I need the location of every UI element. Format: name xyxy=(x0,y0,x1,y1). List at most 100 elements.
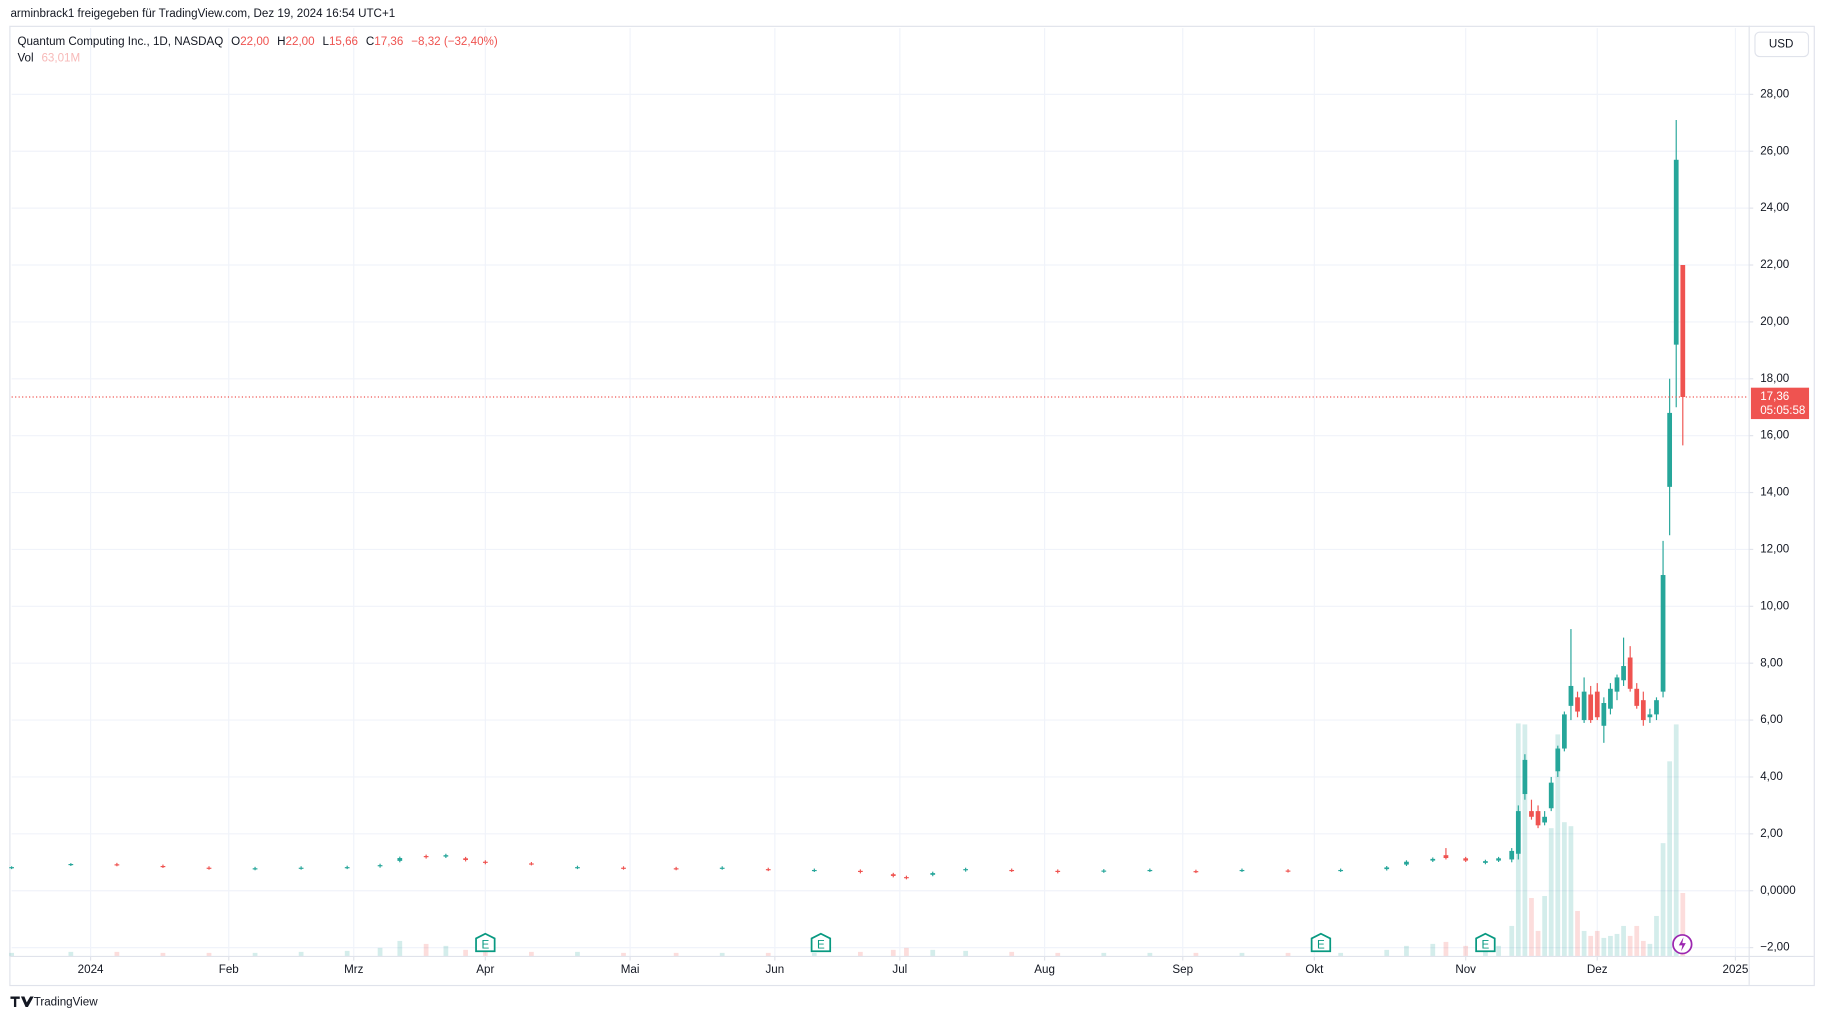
volume-bar xyxy=(1101,952,1107,956)
volume-bar xyxy=(252,952,258,956)
volume-bar xyxy=(719,952,725,956)
y-tick-label: 6,00 xyxy=(1760,713,1783,726)
volume-bar xyxy=(811,952,817,956)
change: −8,32 (−32,40%) xyxy=(411,35,498,48)
currency[interactable]: USD xyxy=(1769,37,1794,50)
h-label: H xyxy=(277,35,285,48)
volume-bar xyxy=(1009,951,1015,956)
candle-body xyxy=(1483,861,1488,863)
volume-bar xyxy=(1384,949,1390,956)
volume-bar xyxy=(1654,915,1659,956)
earnings-marker xyxy=(475,932,496,953)
volume-bar xyxy=(1055,952,1061,956)
volume-bar xyxy=(344,950,350,956)
x-tick-label: Nov xyxy=(1455,963,1476,976)
o-value: 22,00 xyxy=(240,35,269,48)
brand-logo xyxy=(10,996,34,1008)
y-tick-label: 10,00 xyxy=(1760,599,1789,612)
x-tick-label: 2025 xyxy=(1723,963,1749,976)
candle-body xyxy=(1239,869,1245,872)
candle-body xyxy=(1608,688,1613,709)
y-tick-label: −2,00 xyxy=(1760,941,1789,954)
candle-body xyxy=(160,865,166,868)
candle-body xyxy=(575,867,580,869)
volume-bar xyxy=(1404,945,1409,956)
candle-body xyxy=(1647,714,1653,718)
candle-body xyxy=(1147,869,1153,872)
alert-icon[interactable] xyxy=(1672,934,1693,955)
volume-bar xyxy=(1443,941,1449,956)
x-tick-label: Mrz xyxy=(344,963,364,976)
earnings-marker xyxy=(810,932,832,953)
volume-bar xyxy=(1667,761,1673,956)
volume-bar xyxy=(1147,952,1153,956)
volume-bar xyxy=(1193,952,1199,956)
volume-bar xyxy=(463,949,468,956)
currency-button[interactable] xyxy=(1754,31,1810,58)
volume-bar xyxy=(1509,925,1515,956)
volume-bar xyxy=(482,950,488,956)
volume-bar xyxy=(1496,945,1501,956)
candle-body xyxy=(377,865,383,867)
candle-body xyxy=(1673,159,1679,345)
earnings-label: E xyxy=(1317,938,1325,951)
volume-bar xyxy=(963,950,969,956)
x-tick-label: Sep xyxy=(1172,963,1193,976)
y-tick-label: 28,00 xyxy=(1760,87,1789,100)
candle-body xyxy=(443,855,449,857)
volume-bar xyxy=(1608,935,1613,956)
candle-body xyxy=(9,867,14,869)
x-tick-label: Jun xyxy=(765,963,784,976)
candle-layer xyxy=(9,119,1686,880)
candle-body xyxy=(673,868,679,870)
volume-bar xyxy=(1680,893,1686,956)
candle-body xyxy=(1430,858,1436,861)
symbol: Quantum Computing Inc., 1D, NASDAQ xyxy=(17,35,223,48)
candle-body xyxy=(811,869,817,872)
earnings-label: E xyxy=(1482,938,1490,951)
candle-body xyxy=(1529,811,1534,817)
volume-bar xyxy=(1614,933,1620,956)
volume-bar xyxy=(673,952,679,956)
candle-body xyxy=(1594,691,1600,718)
x-tick-label: Aug xyxy=(1034,963,1055,976)
candle-body xyxy=(719,867,725,869)
candle-body xyxy=(1463,858,1469,861)
countdown: 05:05:58 xyxy=(1760,404,1805,417)
volume-bar xyxy=(1640,940,1646,956)
candle-body xyxy=(1621,666,1626,681)
earnings-marker xyxy=(1475,932,1496,953)
candle-body xyxy=(1404,861,1409,865)
candle-body xyxy=(1561,714,1567,749)
legend-line: Quantum Computing Inc., 1D, NASDAQ O22,0… xyxy=(17,35,497,48)
candle-body xyxy=(1285,870,1291,872)
o-label: O xyxy=(231,35,240,48)
y-tick-label: 20,00 xyxy=(1760,315,1789,328)
candle-body xyxy=(1542,816,1547,823)
volume-bar xyxy=(1601,937,1607,956)
y-tick-label: 8,00 xyxy=(1760,656,1783,669)
volume-bar xyxy=(1555,734,1561,956)
l-value: 15,66 xyxy=(329,35,358,48)
candle-body xyxy=(397,858,403,861)
earnings-marker xyxy=(1310,932,1332,953)
volume-bar xyxy=(1621,925,1626,956)
x-tick-label: Okt xyxy=(1305,963,1324,976)
y-tick-label: 4,00 xyxy=(1760,770,1783,783)
y-tick-label: 26,00 xyxy=(1760,144,1789,157)
volume-bar xyxy=(930,949,936,956)
volume-bar xyxy=(621,952,626,956)
candle-body xyxy=(621,867,626,869)
vol-label: Vol xyxy=(17,51,33,64)
candle-body xyxy=(1667,412,1673,487)
c-label: C xyxy=(366,35,374,48)
candle-body xyxy=(1581,691,1587,721)
candle-body xyxy=(463,858,468,861)
volume-bar xyxy=(1594,930,1600,956)
volume-bar xyxy=(114,951,120,956)
candle-body xyxy=(206,867,212,869)
candle-body xyxy=(1654,700,1659,715)
x-tick-label: Feb xyxy=(219,963,239,976)
candle-body xyxy=(252,868,258,870)
volume-bar xyxy=(443,945,449,956)
